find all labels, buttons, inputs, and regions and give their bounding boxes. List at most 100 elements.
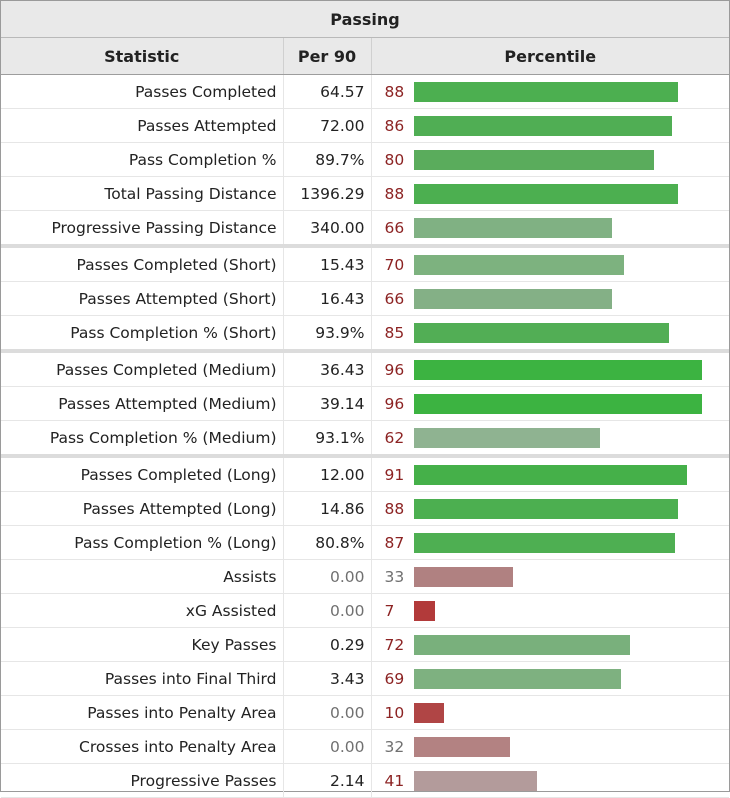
percentile-cell: 72 [371,627,730,662]
per90-value: 12.00 [283,456,372,492]
percentile-cell: 96 [371,351,730,387]
percentile-cell: 91 [371,456,730,492]
percentile-number: 70 [384,255,405,274]
percentile-bar [413,149,654,170]
table-row: Passes Attempted 72.00 86 [1,108,730,143]
percentile-bar-track [413,668,714,689]
per90-value: 3.43 [283,661,372,696]
percentile-bar [413,770,537,791]
percentile-bar [413,81,678,102]
table-header-row: Statistic Per 90 Percentile [1,37,730,75]
table-row: Progressive Passes 2.14 41 [1,763,730,798]
per90-value: 1396.29 [283,176,372,211]
statistic-label: Passes Completed (Short) [1,246,284,282]
percentile-bar-track [413,464,714,485]
table-row: Passes into Final Third 3.43 69 [1,661,730,696]
table-row: xG Assisted 0.00 7 [1,593,730,628]
statistic-label: Passes Attempted (Short) [1,281,284,316]
percentile-bar [413,600,435,621]
percentile-bar-track [413,736,714,757]
per90-value: 89.7% [283,142,372,177]
percentile-number: 10 [384,703,405,722]
statistic-label: Crosses into Penalty Area [1,729,284,764]
percentile-bar-track [413,115,714,136]
percentile-cell: 66 [371,210,730,248]
per90-value: 0.00 [283,593,372,628]
table-row: Passes Attempted (Short) 16.43 66 [1,281,730,316]
percentile-number: 62 [384,428,405,447]
percentile-bar [413,427,600,448]
percentile-cell: 88 [371,491,730,526]
percentile-bar [413,566,513,587]
percentile-bar [413,217,612,238]
percentile-bar-track [413,770,714,791]
statistic-label: Passes Completed [1,74,284,109]
statistic-label: Passes into Final Third [1,661,284,696]
percentile-number: 72 [384,635,405,654]
percentile-bar [413,322,669,343]
statistic-label: Total Passing Distance [1,176,284,211]
per90-value: 36.43 [283,351,372,387]
percentile-bar [413,532,675,553]
percentile-number: 88 [384,82,405,101]
percentile-cell: 70 [371,246,730,282]
percentile-bar [413,736,510,757]
percentile-number: 7 [384,601,395,620]
table-row: Passes into Penalty Area 0.00 10 [1,695,730,730]
column-header-per90[interactable]: Per 90 [283,37,372,75]
table-row: Pass Completion % (Medium) 93.1% 62 [1,420,730,458]
percentile-bar-track [413,427,714,448]
per90-value: 0.00 [283,729,372,764]
percentile-number: 85 [384,323,405,342]
table-row: Pass Completion % 89.7% 80 [1,142,730,177]
table-row: Passes Completed (Medium) 36.43 96 [1,351,730,387]
percentile-bar-track [413,322,714,343]
percentile-cell: 10 [371,695,730,730]
percentile-number: 96 [384,394,405,413]
percentile-cell: 86 [371,108,730,143]
percentile-number: 66 [384,289,405,308]
per90-value: 64.57 [283,74,372,109]
percentile-bar [413,359,702,380]
percentile-cell: 88 [371,74,730,109]
percentile-bar [413,464,687,485]
table-row: Passes Attempted (Long) 14.86 88 [1,491,730,526]
percentile-cell: 87 [371,525,730,560]
percentile-bar [413,634,630,655]
statistic-label: Assists [1,559,284,594]
table-row: Passes Completed (Short) 15.43 70 [1,246,730,282]
table-row: Progressive Passing Distance 340.00 66 [1,210,730,248]
percentile-bar-track [413,183,714,204]
percentile-bar-track [413,254,714,275]
column-header-statistic[interactable]: Statistic [1,37,284,75]
percentile-cell: 69 [371,661,730,696]
statistic-label: Passes Attempted (Long) [1,491,284,526]
percentile-cell: 32 [371,729,730,764]
percentile-number: 88 [384,499,405,518]
table-row: Pass Completion % (Long) 80.8% 87 [1,525,730,560]
percentile-bar-track [413,359,714,380]
statistic-label: Pass Completion % [1,142,284,177]
per90-value: 93.1% [283,420,372,458]
per90-value: 2.14 [283,763,372,798]
percentile-cell: 7 [371,593,730,628]
table-row: Total Passing Distance 1396.29 88 [1,176,730,211]
percentile-cell: 96 [371,386,730,421]
statistic-label: Passes Attempted [1,108,284,143]
percentile-bar [413,115,672,136]
table-title: Passing [1,1,730,38]
table-body: Passes Completed 64.57 88 Passes Attempted 7… [1,74,730,798]
percentile-bar [413,288,612,309]
per90-value: 16.43 [283,281,372,316]
per90-value: 93.9% [283,315,372,353]
statistic-label: Progressive Passes [1,763,284,798]
percentile-cell: 62 [371,420,730,458]
percentile-bar-track [413,149,714,170]
percentile-bar-track [413,702,714,723]
percentile-bar-track [413,81,714,102]
per90-value: 0.00 [283,695,372,730]
percentile-bar [413,498,678,519]
column-header-percentile[interactable]: Percentile [371,37,730,75]
